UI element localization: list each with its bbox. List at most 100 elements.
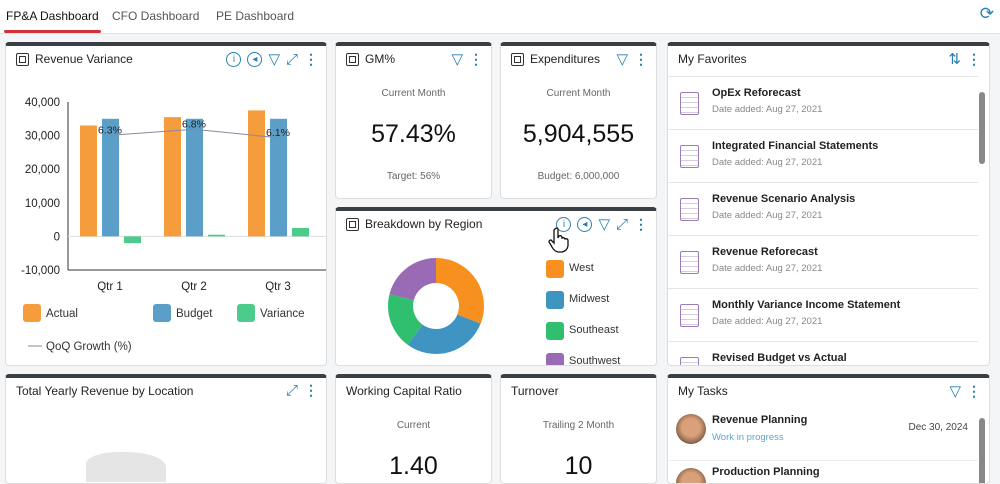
tab-fpa-dashboard[interactable]: FP&A Dashboard <box>4 9 101 33</box>
more-icon[interactable]: ⋮ <box>634 50 648 67</box>
favorite-item[interactable]: Integrated Financial Statements Date adde… <box>668 130 978 183</box>
kpi-subtitle: Current Month <box>381 88 446 99</box>
tab-pe-dashboard[interactable]: PE Dashboard <box>216 9 295 23</box>
bar-actual <box>80 125 97 237</box>
task-status: Work in progress <box>712 432 784 443</box>
favorite-item[interactable]: OpEx Reforecast Date added: Aug 27, 2021 <box>668 77 978 130</box>
refresh-icon[interactable]: ⟳ <box>979 4 994 23</box>
favorite-item[interactable]: Monthly Variance Income Statement Date ad… <box>668 289 978 342</box>
document-icon <box>680 357 699 365</box>
expand-icon[interactable]: ⤢ <box>285 382 298 399</box>
widget-icon <box>346 52 359 66</box>
favorite-item[interactable]: Revenue Scenario Analysis Date added: Aug… <box>668 183 978 236</box>
task-item[interactable]: Production Planning <box>668 462 978 483</box>
info-icon[interactable]: i <box>556 216 572 232</box>
donut-slice-west <box>436 258 484 324</box>
map-shape <box>86 452 166 482</box>
filter-icon[interactable]: ▽ <box>949 383 961 400</box>
sort-icon[interactable]: ⇅ <box>948 51 961 68</box>
speaker-icon[interactable]: ◂ <box>577 216 593 232</box>
bar-budget <box>102 118 119 237</box>
legend-swatch <box>546 322 564 340</box>
filter-icon[interactable]: ▽ <box>268 51 280 68</box>
more-icon[interactable]: ⋮ <box>304 382 318 398</box>
filter-icon[interactable]: ▽ <box>616 51 628 68</box>
kpi-value: 10 <box>564 452 593 480</box>
bar-actual <box>248 110 265 237</box>
favorite-title: Revenue Reforecast <box>712 246 818 258</box>
legend-swatch <box>23 304 41 322</box>
widget-title: My Tasks <box>678 384 728 398</box>
legend-swatch <box>546 353 564 365</box>
dashboard-tabs: FP&A Dashboard CFO Dashboard PE Dashboar… <box>0 0 1000 34</box>
my-favorites-widget: My Favorites ⇅ ⋮ OpEx Reforecast Date adde… <box>667 42 990 366</box>
favorites-scrollbar[interactable] <box>979 92 985 164</box>
expand-icon[interactable]: ⤢ <box>285 50 298 68</box>
widget-icon <box>511 52 524 66</box>
widget-icon <box>16 52 29 66</box>
legend-swatch <box>237 304 255 322</box>
legend-label: Actual <box>46 308 78 320</box>
widget-title: Revenue Variance <box>35 52 133 66</box>
legend-label: Southwest <box>569 355 621 366</box>
widget-title: Breakdown by Region <box>365 217 483 231</box>
favorite-date: Date added: Aug 27, 2021 <box>712 157 823 168</box>
legend-label: Southeast <box>569 324 619 336</box>
revenue-variance-chart: 40,000 30,000 20,000 10,000 0 -10,000 Qtr 1 Qtr… <box>21 97 326 353</box>
more-icon[interactable]: ⋮ <box>304 50 318 67</box>
x-tick-label: Qtr 2 <box>181 281 207 293</box>
bar-variance <box>292 228 309 237</box>
kpi-subtitle: Trailing 2 Month <box>542 420 615 431</box>
tab-cfo-dashboard[interactable]: CFO Dashboard <box>112 9 200 23</box>
document-icon <box>680 145 699 168</box>
tasks-scrollbar[interactable] <box>979 418 985 483</box>
favorite-item[interactable]: Revised Budget vs Actual <box>668 342 978 365</box>
more-icon[interactable]: ⋮ <box>967 50 981 67</box>
widget-title: Turnover <box>511 384 559 398</box>
bar-variance <box>208 234 225 237</box>
legend-swatch <box>153 304 171 322</box>
legend-label: QoQ Growth (%) <box>46 341 132 353</box>
y-tick-label: 0 <box>54 231 60 243</box>
filter-icon[interactable]: ▽ <box>451 51 463 68</box>
y-tick-label: -10,000 <box>21 265 60 277</box>
expand-icon[interactable]: ⤢ <box>615 215 628 233</box>
legend-label: West <box>569 262 594 274</box>
widget-title: GM% <box>365 52 395 66</box>
bar-budget <box>186 118 203 237</box>
bar-budget <box>270 118 287 237</box>
filter-icon[interactable]: ▽ <box>598 216 610 233</box>
legend-label: Midwest <box>569 293 610 305</box>
widget-title: Expenditures <box>530 52 601 66</box>
kpi-subtitle: Current <box>396 420 431 431</box>
legend-swatch <box>546 260 564 278</box>
document-icon <box>680 198 699 221</box>
more-icon[interactable]: ⋮ <box>967 382 981 399</box>
region-donut-chart <box>388 258 484 354</box>
hand-cursor-icon <box>548 227 569 253</box>
widget-title: My Favorites <box>678 52 747 66</box>
favorites-list: OpEx Reforecast Date added: Aug 27, 2021 I… <box>668 76 978 365</box>
task-date: Dec 30, 2024 <box>908 422 969 433</box>
favorite-title: Revenue Scenario Analysis <box>712 193 856 205</box>
y-tick-label: 20,000 <box>25 164 60 176</box>
x-tick-label: Qtr 3 <box>265 281 291 293</box>
donut-slice-southeast <box>388 294 423 345</box>
breakdown-by-region-widget: Breakdown by Region i ◂ ▽ ⤢ ⋮ West Midwest Sou… <box>335 207 657 366</box>
more-icon[interactable]: ⋮ <box>634 215 648 232</box>
legend-label: Budget <box>176 308 213 320</box>
favorite-date: Date added: Aug 27, 2021 <box>712 210 823 221</box>
favorite-item[interactable]: Revenue Reforecast Date added: Aug 27, 20… <box>668 236 978 289</box>
info-icon[interactable]: i <box>226 51 242 67</box>
more-icon[interactable]: ⋮ <box>469 50 483 67</box>
my-tasks-widget: My Tasks ▽ ⋮ Revenue Planning Work in pro… <box>667 374 990 484</box>
task-item[interactable]: Revenue Planning Work in progress Dec 30… <box>668 406 978 461</box>
speaker-icon[interactable]: ◂ <box>247 51 263 67</box>
document-icon <box>680 92 699 115</box>
widget-title: Total Yearly Revenue by Location <box>16 384 194 398</box>
donut-slice-southwest <box>389 258 436 301</box>
document-icon <box>680 304 699 327</box>
favorite-title: OpEx Reforecast <box>712 87 801 99</box>
favorite-date: Date added: Aug 27, 2021 <box>712 104 823 115</box>
favorite-title: Revised Budget vs Actual <box>712 352 847 364</box>
